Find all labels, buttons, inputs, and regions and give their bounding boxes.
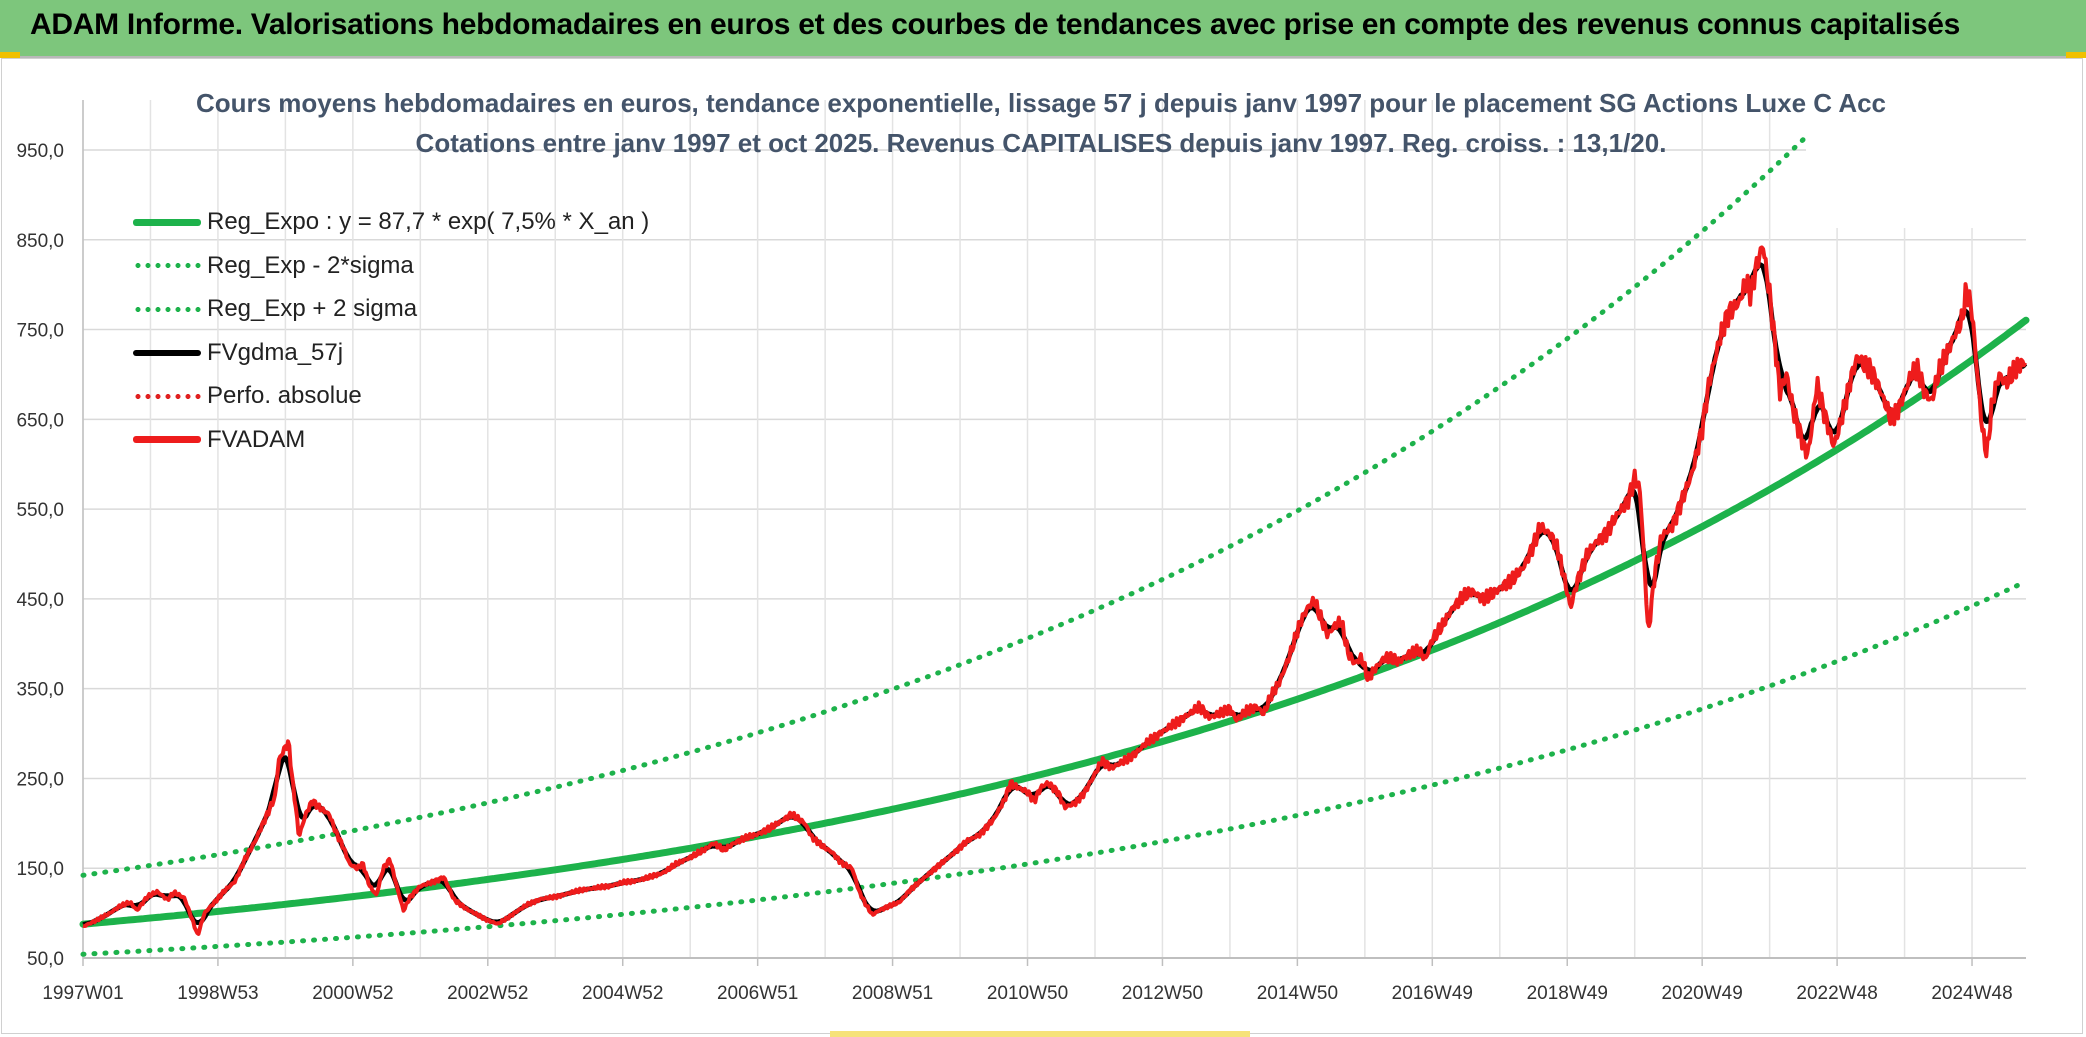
x-tick-label: 2000W52 bbox=[312, 983, 393, 1004]
legend-label: FVADAM bbox=[207, 425, 306, 453]
x-tick-label: 1997W01 bbox=[42, 983, 123, 1004]
corner-accent-right bbox=[2066, 52, 2086, 58]
x-tick-label: 2006W51 bbox=[717, 983, 798, 1004]
y-tick-label: 350,0 bbox=[16, 680, 64, 701]
x-tick-label: 2010W50 bbox=[987, 983, 1068, 1004]
y-tick-label: 450,0 bbox=[16, 590, 64, 611]
legend-swatch bbox=[133, 436, 201, 443]
series-reg-minus-2sigma bbox=[80, 579, 2029, 957]
x-tick-label: 1998W53 bbox=[177, 983, 258, 1004]
x-tick-label: 2008W51 bbox=[852, 983, 933, 1004]
x-tick-label: 2014W50 bbox=[1257, 983, 1338, 1004]
x-tick-label: 2018W49 bbox=[1527, 983, 1608, 1004]
y-tick-label: 950,0 bbox=[16, 141, 64, 162]
legend-item: Perfo. absolue bbox=[133, 379, 362, 413]
series-fvadam bbox=[82, 245, 2027, 936]
x-axis: 1997W01 1998W53 2000W52 2002W52 2004W52 2006W… bbox=[42, 100, 2026, 1004]
legend-swatch bbox=[133, 393, 201, 399]
series-reg-expo bbox=[79, 316, 2030, 928]
y-tick-label: 650,0 bbox=[16, 410, 64, 431]
header-bar: ADAM Informe. Valorisations hebdomadaire… bbox=[0, 0, 2086, 58]
y-axis: 950,0 850,0 750,0 650,0 550,0 450,0 350,0 250,0… bbox=[16, 141, 64, 970]
legend-swatch bbox=[133, 349, 201, 356]
y-tick-label: 250,0 bbox=[16, 769, 64, 790]
x-tick-label: 2012W50 bbox=[1122, 983, 1203, 1004]
legend-item: Reg_Exp - 2*sigma bbox=[133, 249, 414, 283]
y-tick-label: 850,0 bbox=[16, 231, 64, 252]
legend-label: Reg_Exp - 2*sigma bbox=[207, 251, 414, 279]
legend-label: Perfo. absolue bbox=[207, 382, 362, 409]
legend-swatch bbox=[133, 218, 201, 226]
y-tick-label: 150,0 bbox=[16, 859, 64, 880]
y-tick-label: 50,0 bbox=[27, 949, 64, 970]
series-layer bbox=[79, 102, 2030, 957]
chart-subtitle: Cotations entre janv 1997 et oct 2025. R… bbox=[415, 128, 1667, 158]
legend-label: Reg_Exp + 2 sigma bbox=[207, 295, 418, 322]
legend-swatch bbox=[133, 306, 201, 312]
legend-item: FVADAM bbox=[133, 423, 305, 457]
x-tick-label: 2016W49 bbox=[1392, 983, 1473, 1004]
x-tick-label: 2020W49 bbox=[1661, 983, 1742, 1004]
legend-label: Reg_Expo : y = 87,7 * exp( 7,5% * X_an ) bbox=[207, 208, 650, 235]
title-mask bbox=[1806, 80, 2066, 228]
legend-label: FVgdma_57j bbox=[207, 338, 344, 366]
x-tick-label: 2004W52 bbox=[582, 983, 663, 1004]
y-tick-label: 550,0 bbox=[16, 500, 64, 521]
series-reg-plus-2sigma bbox=[80, 102, 2029, 878]
legend-item: Reg_Expo : y = 87,7 * exp( 7,5% * X_an ) bbox=[133, 205, 649, 239]
x-tick-label: 2002W52 bbox=[447, 983, 528, 1004]
legend-item: FVgdma_57j bbox=[133, 336, 343, 370]
corner-accent-left bbox=[0, 52, 20, 58]
legend-swatch bbox=[133, 263, 201, 268]
y-tick-label: 750,0 bbox=[16, 321, 64, 342]
legend-item: Reg_Exp + 2 sigma bbox=[133, 292, 417, 326]
chart-title: Cours moyens hebdomadaires en euros, ten… bbox=[195, 88, 1887, 118]
bottom-accent bbox=[830, 1031, 1250, 1037]
page-title: ADAM Informe. Valorisations hebdomadaire… bbox=[30, 8, 1961, 41]
x-tick-label: 2022W48 bbox=[1796, 983, 1877, 1004]
x-tick-label: 2024W48 bbox=[1931, 983, 2012, 1004]
